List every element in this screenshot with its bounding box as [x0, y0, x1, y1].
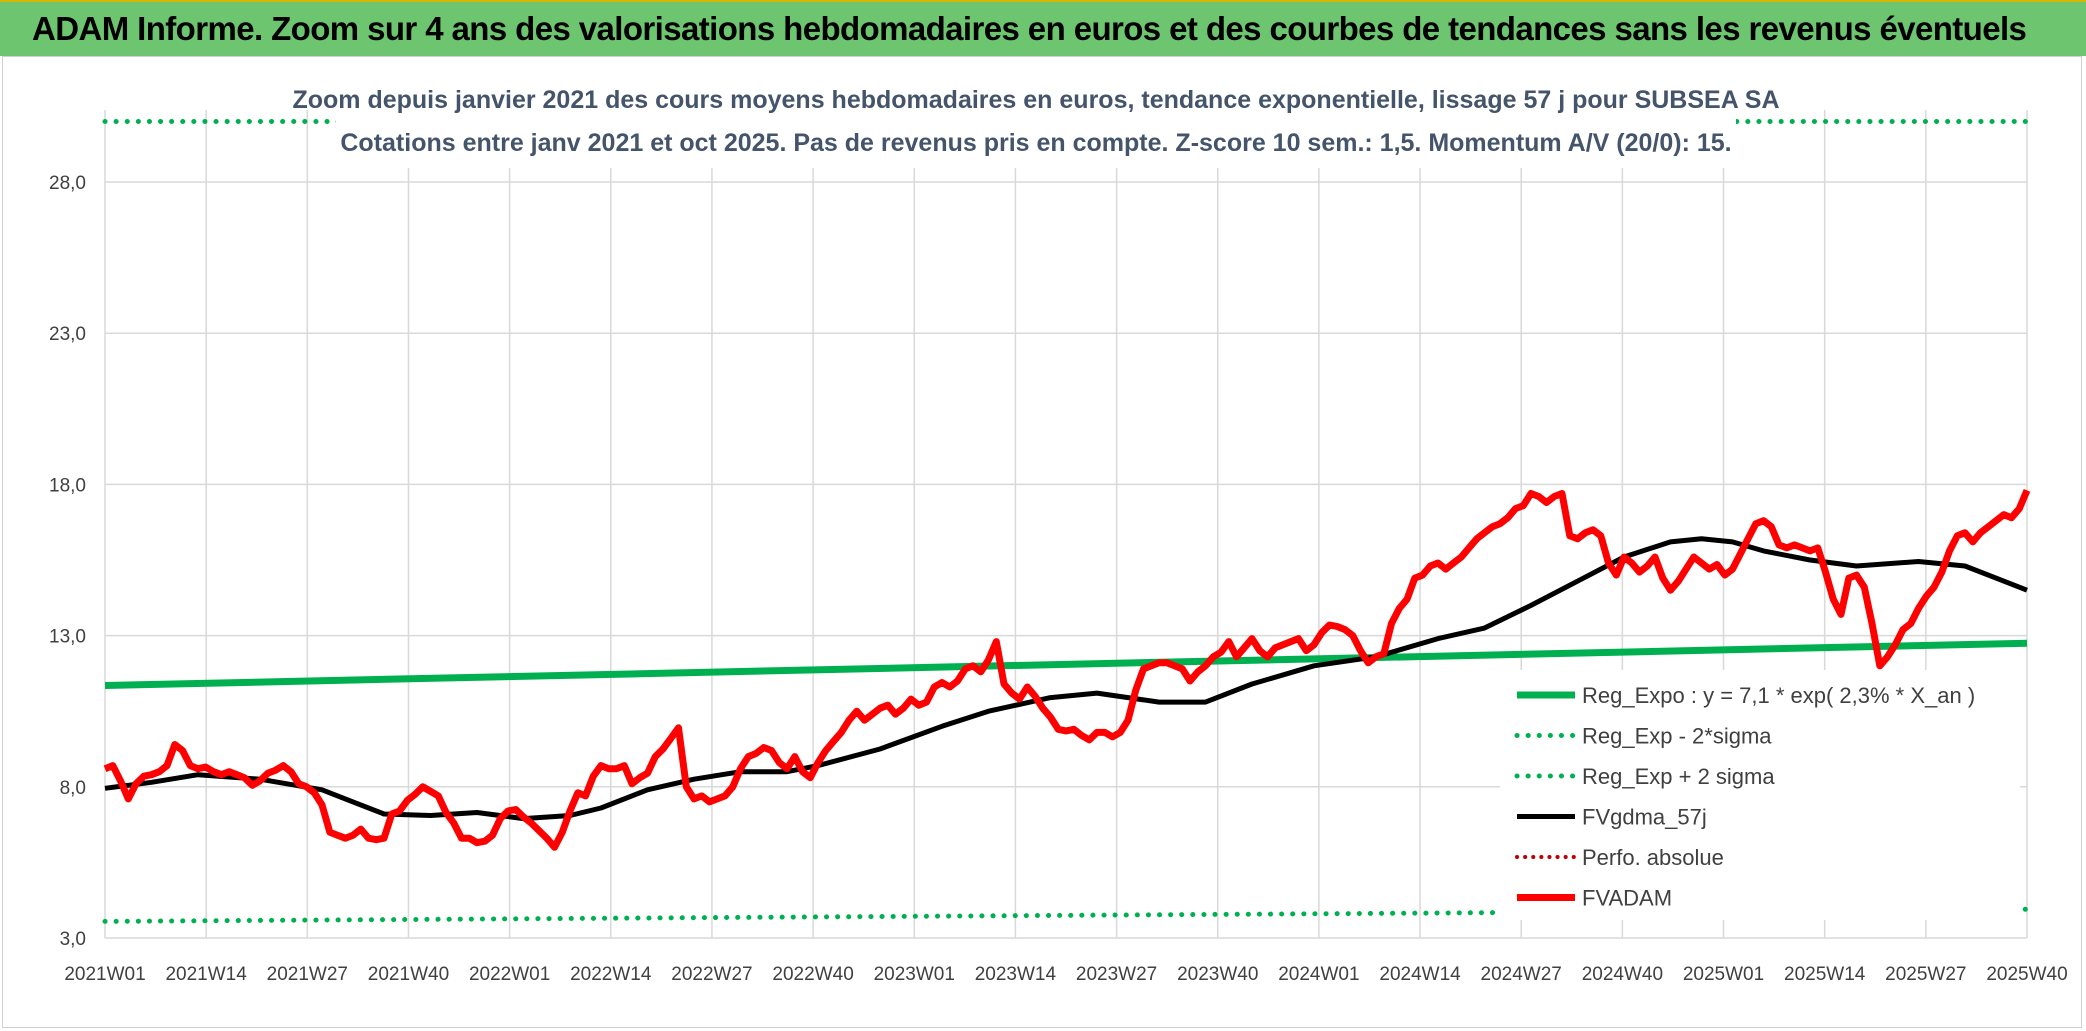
y-tick-label: 8,0 — [60, 778, 86, 799]
y-axis-ticks: 3,0 8,0 13,0 18,0 23,0 28,0 — [49, 173, 86, 950]
legend-label: Reg_Exp - 2*sigma — [1582, 724, 1772, 749]
x-tick-label: 2022W40 — [772, 964, 853, 985]
x-tick-label: 2022W14 — [570, 964, 652, 985]
y-tick-label: 28,0 — [49, 173, 86, 194]
x-tick-label: 2023W40 — [1177, 964, 1258, 985]
legend-label: FVADAM — [1582, 886, 1672, 911]
x-tick-label: 2022W01 — [469, 964, 550, 985]
x-tick-label: 2023W14 — [975, 964, 1057, 985]
x-tick-label: 2025W14 — [1784, 964, 1866, 985]
subtitle-background — [336, 80, 1736, 168]
x-tick-label: 2025W01 — [1683, 964, 1764, 985]
x-tick-label: 2025W40 — [1986, 964, 2067, 985]
y-tick-label: 3,0 — [60, 929, 86, 950]
x-tick-label: 2023W01 — [874, 964, 955, 985]
chart-legend: Reg_Expo : y = 7,1 * exp( 2,3% * X_an ) R… — [1500, 670, 2020, 920]
y-tick-label: 23,0 — [49, 324, 86, 345]
chart-subtitle-line2: Cotations entre janv 2021 et oct 2025. P… — [340, 129, 1731, 157]
x-tick-label: 2024W14 — [1379, 964, 1461, 985]
x-tick-label: 2024W27 — [1481, 964, 1562, 985]
legend-label: FVgdma_57j — [1582, 805, 1707, 830]
series-fvgdma-57j-line — [104, 536, 2028, 822]
x-tick-label: 2025W27 — [1885, 964, 1966, 985]
x-tick-label: 2021W27 — [267, 964, 348, 985]
legend-label: Perfo. absolue — [1582, 845, 1724, 870]
x-tick-label: 2021W40 — [368, 964, 449, 985]
y-tick-label: 18,0 — [49, 475, 86, 496]
x-tick-label: 2022W27 — [671, 964, 752, 985]
x-tick-label: 2021W14 — [165, 964, 247, 985]
legend-label: Reg_Exp + 2 sigma — [1582, 764, 1775, 789]
y-tick-label: 13,0 — [49, 627, 86, 648]
x-tick-label: 2024W01 — [1278, 964, 1359, 985]
report-banner: ADAM Informe. Zoom sur 4 ans des valoris… — [0, 0, 2086, 56]
series-reg-exp-2-sigma-line — [102, 906, 2030, 924]
chart-subtitle-line1: Zoom depuis janvier 2021 des cours moyen… — [292, 86, 1779, 114]
report-title: ADAM Informe. Zoom sur 4 ans des valoris… — [32, 10, 2027, 47]
x-tick-label: 2024W40 — [1582, 964, 1663, 985]
x-axis-ticks: 2021W01 2021W14 2021W27 2021W40 2022W01 2022W… — [64, 964, 2067, 985]
x-tick-label: 2021W01 — [64, 964, 145, 985]
x-tick-label: 2023W27 — [1076, 964, 1157, 985]
legend-background — [1500, 670, 2020, 920]
series-reg-expo-y-7-1-exp-2-3-x-an-line — [104, 639, 2028, 689]
chart-frame — [2, 56, 2082, 1028]
legend-label: Reg_Expo : y = 7,1 * exp( 2,3% * X_an ) — [1582, 683, 1975, 708]
series-fvadam-line — [103, 489, 2031, 851]
